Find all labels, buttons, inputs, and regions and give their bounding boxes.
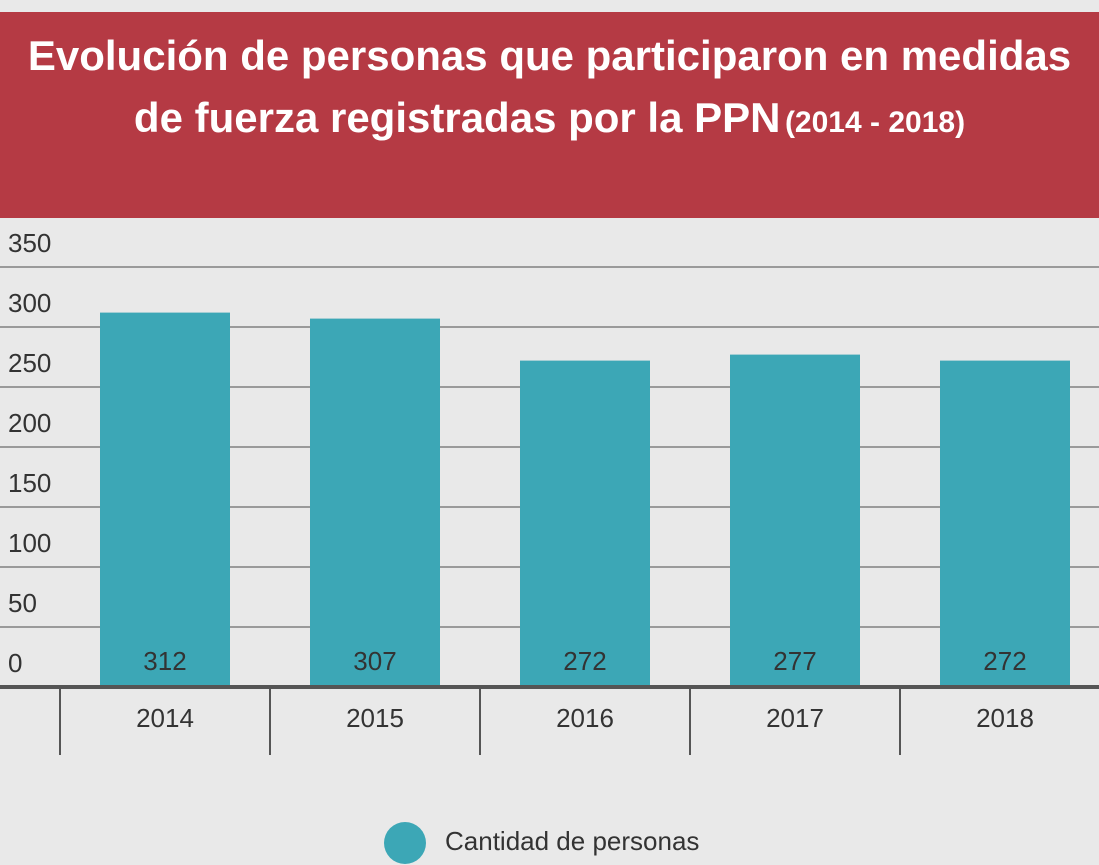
y-tick-label: 150 [8,468,51,498]
title-banner: Evolución de personas que participaron e… [0,12,1099,218]
y-tick-label: 50 [8,588,37,618]
bar [310,318,440,687]
value-label: 307 [353,646,396,676]
bar [730,354,860,687]
chart-subtitle: (2014 - 2018) [784,106,966,139]
value-label: 272 [563,646,606,676]
y-tick-label: 300 [8,288,51,318]
y-tick-label: 0 [8,648,22,678]
legend-swatch [384,822,426,864]
value-label: 277 [773,646,816,676]
bar [520,360,650,687]
bar [940,360,1070,687]
y-tick-label: 250 [8,348,51,378]
value-label: 312 [143,646,186,676]
chart-title: Evolución de personas que participaron e… [27,32,1072,141]
bar [100,312,230,687]
x-tick-label: 2015 [346,703,404,733]
y-tick-label: 200 [8,408,51,438]
legend-label: Cantidad de personas [445,826,699,856]
x-tick-label: 2017 [766,703,824,733]
value-label: 272 [983,646,1026,676]
y-tick-label: 350 [8,228,51,258]
x-tick-label: 2018 [976,703,1034,733]
x-tick-label: 2016 [556,703,614,733]
x-tick-label: 2014 [136,703,194,733]
y-tick-label: 100 [8,528,51,558]
